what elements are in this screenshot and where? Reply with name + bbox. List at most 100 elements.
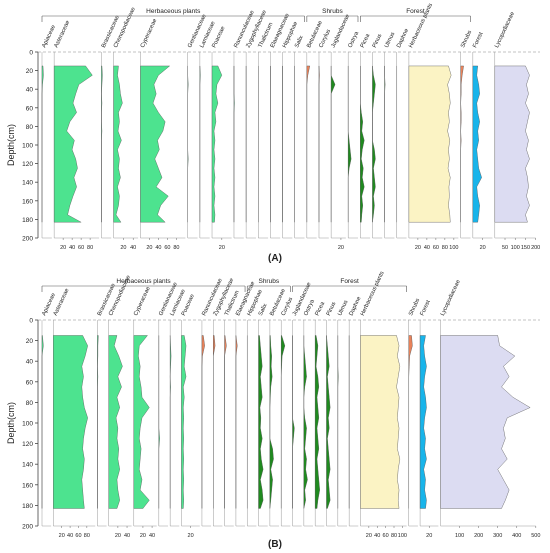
area-chenopodiaceae (113, 65, 123, 223)
series-asteraceae: 20 40 60 80 Asteraceae (53, 288, 96, 539)
x-tick-label: 200 (474, 533, 483, 539)
x-tick-label: 40 (374, 533, 380, 539)
series-ostrya: Ostrya (303, 298, 316, 527)
series-lycopodiaceae: 50 100 150 200 Lycopodiaceae (494, 11, 540, 251)
series-forest: 20 Forest (419, 299, 439, 539)
x-tick-label: 20 (115, 533, 121, 539)
series-forest: 20 Forest (472, 31, 493, 251)
area-brassicaceae (101, 65, 103, 223)
series-name: Ostrya (348, 30, 361, 49)
series-name: Cyperaceae (140, 18, 159, 49)
area-poaceae (211, 65, 223, 223)
series-cyperaceae: 20 40 60 80 Cyperaceae (140, 18, 186, 251)
series-name: Cyperaceae (133, 286, 152, 317)
group-label: Forest (340, 278, 359, 285)
y-tick-label: 0 (29, 50, 33, 57)
area-forest (472, 65, 482, 223)
area-apiaceae (41, 335, 44, 509)
series-name: Lycopodiaceae (494, 11, 516, 49)
x-tick-label: 40 (130, 245, 136, 251)
series-name: Pinus (372, 33, 384, 49)
area-apiaceae (41, 65, 44, 223)
series-shrubs: Shrubs (460, 30, 473, 239)
series-name: Forest (419, 299, 432, 317)
group-herbaceous-plants: Herbaceous plants (41, 8, 305, 22)
area-ostrya (303, 335, 308, 509)
x-tick-label: 20 (60, 245, 66, 251)
series-betulaceae: Betulaceae (306, 20, 324, 239)
x-tick-label: 150 (521, 245, 530, 251)
series-cyperaceae: 20 40 Cyperaceae (133, 286, 157, 539)
y-tick-label: 60 (26, 105, 34, 112)
panel-label: (A) (268, 253, 282, 264)
x-tick-label: 300 (493, 533, 502, 539)
x-tick-label: 20 (146, 245, 152, 251)
x-tick-label: 40 (69, 245, 75, 251)
group-forest: Forest (292, 278, 407, 292)
x-tick-label: 20 (480, 245, 486, 251)
x-tick-label: 40 (67, 533, 73, 539)
series-name: Asteraceae (53, 288, 71, 317)
x-tick-label: 20 (59, 533, 65, 539)
group-label: Herbaceous plants (146, 8, 201, 15)
series-pinus: Pinus (372, 33, 384, 239)
x-tick-label: 60 (433, 245, 439, 251)
y-axis-title: Depth(cm) (6, 124, 16, 166)
area-salix (258, 335, 264, 509)
x-tick-label: 80 (442, 245, 448, 251)
area-shrubs (408, 335, 413, 509)
series-name: Pinus (326, 301, 338, 317)
panel-b: 020406080100120140160180200Depth(cm)Apia… (6, 270, 540, 550)
y-tick-label: 20 (26, 338, 34, 345)
series-ostrya: Ostrya (348, 30, 361, 239)
group-label: Shrubs (258, 278, 279, 285)
panel-label: (B) (268, 539, 282, 550)
area-asteraceae (53, 335, 88, 509)
y-tick-label: 0 (29, 318, 33, 325)
series-thalictrum: Thalictrum (224, 290, 241, 527)
x-tick-label: 200 (531, 245, 540, 251)
series-pinus: Pinus (326, 301, 338, 527)
series-name: Lycopodiaceae (440, 279, 462, 317)
x-tick-label: 60 (383, 533, 389, 539)
x-tick-label: 20 (219, 245, 225, 251)
x-tick-label: 40 (149, 533, 155, 539)
area-brassicaceae (97, 335, 99, 509)
series-name: Forest (472, 31, 485, 49)
x-tick-label: 100 (455, 533, 464, 539)
area-poaceae (181, 335, 187, 509)
x-tick-label: 40 (424, 245, 430, 251)
area-lycopodiaceae (440, 335, 531, 509)
x-tick-label: 80 (173, 245, 179, 251)
y-tick-label: 120 (22, 161, 33, 168)
series-lycopodiaceae: 100 200 300 400 500 Lycopodiaceae (440, 279, 540, 539)
y-tick-label: 160 (22, 198, 33, 205)
group-label: Shrubs (322, 8, 343, 15)
area-lamiaceae (169, 335, 172, 509)
series-name: Ulmus (384, 31, 396, 49)
y-axis-title: Depth(cm) (6, 402, 16, 444)
series-daphne: Daphne (396, 28, 410, 239)
x-tick-label: 20 (426, 533, 432, 539)
area-gentianaceae (158, 335, 160, 509)
area-thalictrum (224, 335, 227, 509)
area-cyperaceae (133, 335, 150, 509)
area-pinus (326, 335, 331, 509)
area-juglandaceae (292, 335, 295, 509)
series-name: Asteraceae (54, 20, 72, 49)
y-tick-label: 200 (22, 236, 33, 243)
group-herbaceous-plants: Herbaceous plants (41, 278, 246, 292)
group-shrubs: Shrubs (306, 8, 359, 22)
x-tick-label: 20 (338, 245, 344, 251)
y-tick-label: 160 (22, 482, 33, 489)
x-tick-label: 80 (84, 533, 90, 539)
group-forest: Forest (360, 8, 471, 22)
series-lamiaceae: Lamiaceae (169, 289, 187, 527)
x-tick-label: 40 (155, 245, 161, 251)
y-tick-label: 20 (26, 68, 34, 75)
y-tick-label: 80 (26, 400, 34, 407)
area-herbaceous-plants (360, 335, 401, 509)
